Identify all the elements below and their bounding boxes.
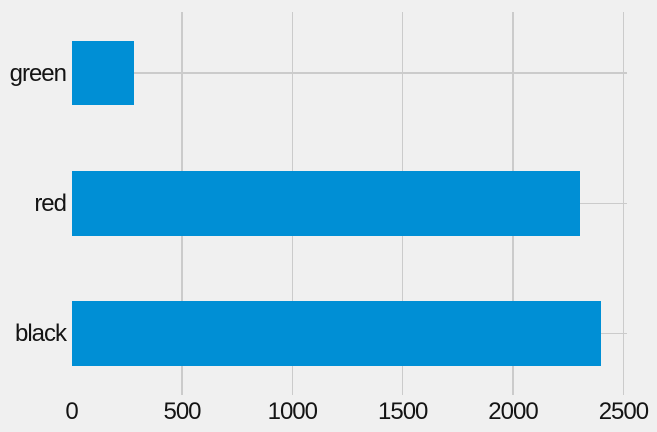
x-tick-label-1500: 1500: [377, 398, 428, 425]
y-tick-label-green: green: [9, 60, 67, 87]
x-tick-label-1000: 1000: [267, 398, 318, 425]
x-tick-label-2000: 2000: [488, 398, 538, 425]
x-tick-label-2500: 2500: [598, 398, 649, 425]
gridline-y-green: [71, 72, 627, 74]
x-tick-label-500: 500: [163, 398, 201, 425]
bar-black: [71, 301, 602, 366]
y-tick-label-red: red: [34, 190, 67, 217]
bar-green: [71, 41, 135, 106]
bar-red: [71, 171, 581, 236]
y-tick-label-black: black: [14, 320, 67, 347]
x-tick-label-0: 0: [65, 398, 78, 425]
